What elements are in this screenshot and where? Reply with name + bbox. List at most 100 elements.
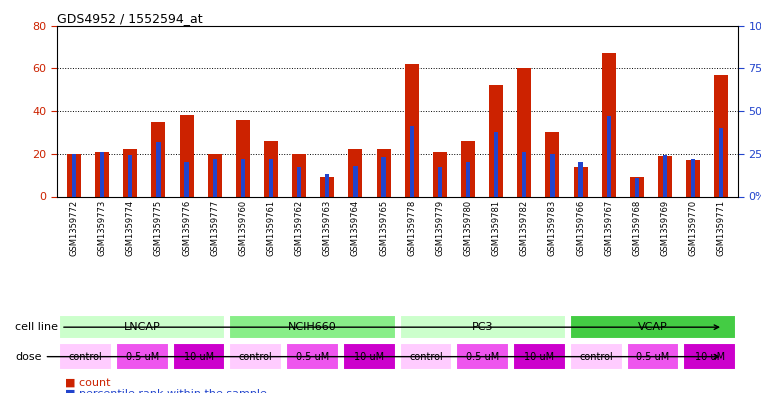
Bar: [400, 316, 566, 339]
Text: GSM1359763: GSM1359763: [323, 200, 332, 256]
Text: GSM1359766: GSM1359766: [576, 200, 585, 256]
Bar: [116, 343, 168, 370]
Bar: [269, 159, 273, 196]
Text: GSM1359765: GSM1359765: [379, 200, 388, 256]
Bar: [343, 343, 396, 370]
Text: GSM1359770: GSM1359770: [689, 200, 698, 256]
Text: LNCAP: LNCAP: [124, 322, 161, 332]
Text: 10 uM: 10 uM: [354, 352, 384, 362]
Bar: [663, 156, 667, 196]
Text: 10 uM: 10 uM: [524, 352, 555, 362]
Bar: [229, 316, 396, 339]
Text: GSM1359772: GSM1359772: [69, 200, 78, 256]
Bar: [264, 141, 278, 196]
Text: GSM1359776: GSM1359776: [182, 200, 191, 256]
Bar: [123, 149, 137, 196]
Bar: [59, 343, 112, 370]
Bar: [67, 154, 81, 196]
Text: PC3: PC3: [472, 322, 494, 332]
Bar: [635, 178, 639, 196]
Bar: [400, 343, 452, 370]
Text: GSM1359769: GSM1359769: [661, 200, 670, 256]
Text: GSM1359760: GSM1359760: [238, 200, 247, 256]
Text: 10 uM: 10 uM: [184, 352, 214, 362]
Text: VCAP: VCAP: [638, 322, 668, 332]
Bar: [72, 154, 76, 196]
Bar: [236, 119, 250, 196]
Bar: [691, 159, 696, 196]
Bar: [156, 142, 161, 196]
Bar: [286, 343, 339, 370]
Text: ■ count: ■ count: [65, 377, 110, 387]
Bar: [630, 177, 644, 196]
Bar: [683, 343, 736, 370]
Bar: [438, 167, 442, 196]
Bar: [381, 157, 386, 196]
Text: GSM1359762: GSM1359762: [295, 200, 304, 256]
Text: 0.5 uM: 0.5 uM: [636, 352, 670, 362]
Bar: [686, 160, 700, 196]
Text: GSM1359780: GSM1359780: [463, 200, 473, 256]
Bar: [240, 159, 245, 196]
Text: GSM1359768: GSM1359768: [632, 200, 642, 256]
Bar: [320, 177, 334, 196]
Bar: [461, 141, 475, 196]
Text: control: control: [239, 352, 272, 362]
Text: 10 uM: 10 uM: [695, 352, 725, 362]
Bar: [151, 122, 165, 196]
Bar: [292, 154, 306, 196]
Text: GSM1359782: GSM1359782: [520, 200, 529, 256]
Text: GSM1359774: GSM1359774: [126, 200, 135, 256]
Bar: [570, 316, 736, 339]
Bar: [602, 53, 616, 196]
Text: control: control: [68, 352, 102, 362]
Bar: [325, 174, 330, 196]
Text: 0.5 uM: 0.5 uM: [126, 352, 159, 362]
Text: GSM1359779: GSM1359779: [435, 200, 444, 256]
Bar: [719, 128, 724, 196]
Bar: [180, 115, 193, 196]
Text: control: control: [409, 352, 443, 362]
Bar: [349, 149, 362, 196]
Bar: [377, 149, 390, 196]
Text: GSM1359773: GSM1359773: [97, 200, 107, 256]
Bar: [405, 64, 419, 196]
Bar: [570, 343, 622, 370]
Text: GSM1359778: GSM1359778: [407, 200, 416, 256]
Bar: [100, 152, 104, 196]
Bar: [297, 167, 301, 196]
Bar: [128, 156, 132, 196]
Text: GSM1359761: GSM1359761: [266, 200, 275, 256]
Text: GSM1359767: GSM1359767: [604, 200, 613, 256]
Bar: [658, 156, 672, 196]
Text: GSM1359783: GSM1359783: [548, 200, 557, 256]
Bar: [184, 162, 189, 196]
Bar: [466, 162, 470, 196]
Bar: [627, 343, 680, 370]
Bar: [607, 116, 611, 196]
Bar: [522, 152, 527, 196]
Bar: [574, 167, 587, 196]
Bar: [59, 316, 225, 339]
Text: cell line: cell line: [15, 322, 718, 332]
Bar: [715, 75, 728, 196]
Bar: [489, 85, 503, 196]
Bar: [173, 343, 225, 370]
Bar: [95, 152, 109, 196]
Text: GSM1359771: GSM1359771: [717, 200, 726, 256]
Bar: [208, 154, 221, 196]
Text: GDS4952 / 1552594_at: GDS4952 / 1552594_at: [57, 12, 202, 25]
Bar: [494, 132, 498, 196]
Bar: [212, 159, 217, 196]
Bar: [433, 152, 447, 196]
Text: ■ percentile rank within the sample: ■ percentile rank within the sample: [65, 389, 266, 393]
Bar: [578, 162, 583, 196]
Text: GSM1359764: GSM1359764: [351, 200, 360, 256]
Text: dose: dose: [15, 352, 718, 362]
Bar: [513, 343, 566, 370]
Text: 0.5 uM: 0.5 uM: [466, 352, 499, 362]
Bar: [457, 343, 509, 370]
Bar: [550, 154, 555, 196]
Bar: [517, 68, 531, 196]
Text: 0.5 uM: 0.5 uM: [296, 352, 329, 362]
